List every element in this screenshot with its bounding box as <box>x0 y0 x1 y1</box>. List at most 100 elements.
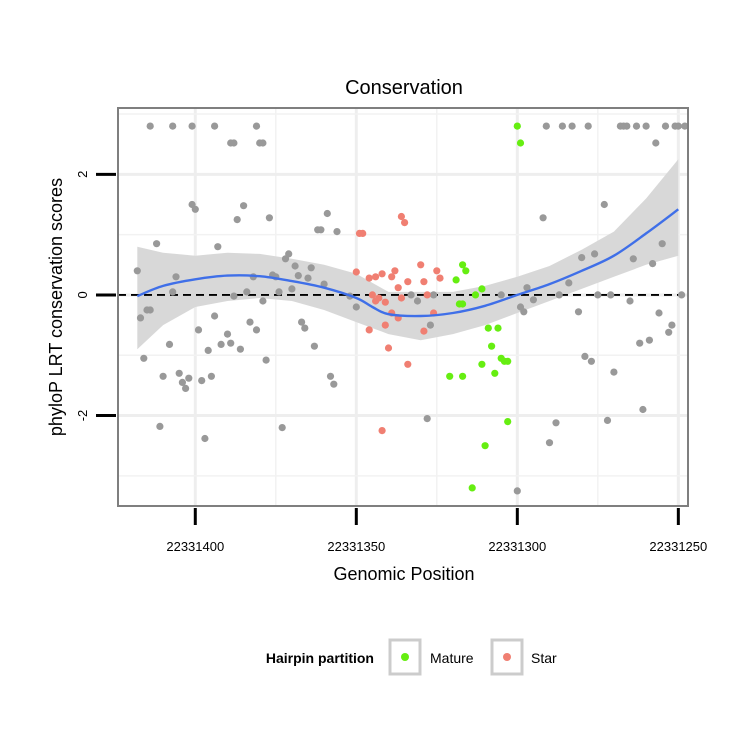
data-point-star <box>372 297 380 305</box>
data-point-other <box>645 336 654 344</box>
legend-label-mature: Mature <box>430 650 474 666</box>
data-point-other <box>214 243 222 251</box>
smooth-fit-line <box>136 208 680 318</box>
data-point-other <box>352 303 360 311</box>
data-point-other <box>243 288 251 296</box>
data-point-other <box>246 318 254 326</box>
y-tick-label: -2 <box>75 410 90 422</box>
data-point-star <box>417 261 425 269</box>
data-point-other <box>665 328 673 336</box>
data-point-other <box>603 416 612 424</box>
x-axis-label: Genomic Position <box>333 564 474 584</box>
data-point-other <box>678 291 686 299</box>
data-point-star <box>372 273 380 281</box>
data-point-other <box>159 372 167 380</box>
data-point-other <box>333 228 341 236</box>
data-point-mature <box>459 300 467 308</box>
data-point-other <box>652 139 660 147</box>
data-point-other <box>600 200 608 209</box>
data-point-other <box>240 202 248 210</box>
data-point-other <box>153 240 161 248</box>
y-tick-label: 0 <box>75 291 90 298</box>
data-point-other <box>539 214 547 222</box>
legend: Hairpin partition Mature Star <box>266 638 557 676</box>
data-point-star <box>381 298 389 306</box>
y-tick-label: 2 <box>75 171 90 178</box>
data-point-mature <box>462 267 470 275</box>
data-point-other <box>307 264 315 272</box>
data-point-other <box>182 384 190 392</box>
data-point-other <box>426 321 434 329</box>
data-point-other <box>668 321 676 329</box>
data-point-star <box>433 267 441 275</box>
data-point-other <box>520 308 528 316</box>
data-point-other <box>275 288 283 296</box>
data-point-other <box>265 214 273 222</box>
data-point-other <box>558 122 567 130</box>
data-point-mature <box>491 369 499 377</box>
data-point-other <box>632 122 641 130</box>
data-point-other <box>133 267 141 275</box>
data-point-other <box>178 378 186 386</box>
confidence-band-area <box>137 159 679 350</box>
data-point-mature <box>471 291 480 299</box>
data-point-other <box>304 274 312 282</box>
data-point-star <box>378 427 386 435</box>
data-point-mature <box>478 285 486 293</box>
data-point-other <box>252 326 261 334</box>
data-point-other <box>169 122 177 130</box>
data-point-mature <box>504 418 512 426</box>
data-point-other <box>201 434 209 443</box>
data-point-other <box>529 296 538 304</box>
data-point-other <box>658 240 666 248</box>
data-point-mature <box>484 324 492 332</box>
data-point-other <box>587 357 596 365</box>
data-point-other <box>223 330 232 338</box>
data-point-other <box>430 291 438 299</box>
data-point-other <box>568 122 576 130</box>
axes: 22331400 22331350 22331300 22331250 -2 0 2 <box>75 171 707 554</box>
data-point-other <box>185 374 193 382</box>
data-point-other <box>545 439 554 447</box>
data-point-other <box>639 405 647 414</box>
data-point-other <box>552 419 560 427</box>
data-point-other <box>655 309 663 317</box>
data-point-other <box>523 284 531 292</box>
plot-area <box>117 107 689 507</box>
data-point-star <box>401 219 409 227</box>
data-point-other <box>146 122 154 130</box>
legend-marker-star <box>503 653 511 661</box>
data-point-other <box>320 280 328 288</box>
data-point-other <box>207 372 215 380</box>
data-point-other <box>607 291 615 299</box>
data-point-other <box>175 369 183 377</box>
data-point-other <box>584 122 592 130</box>
data-point-other <box>198 377 206 385</box>
data-point-mature <box>513 122 521 130</box>
data-point-other <box>594 291 602 299</box>
data-point-other <box>227 339 235 347</box>
data-point-other <box>610 368 618 376</box>
data-point-other <box>211 312 219 320</box>
data-point-other <box>649 260 657 268</box>
data-point-other <box>233 216 241 224</box>
data-point-mature <box>468 484 476 492</box>
legend-marker-mature <box>401 653 409 661</box>
grid-lines <box>118 108 688 506</box>
data-point-other <box>330 380 338 388</box>
data-point-other <box>565 279 573 287</box>
data-point-other <box>188 122 196 130</box>
data-point-star <box>397 294 405 302</box>
x-tick-label: 22331350 <box>327 539 385 554</box>
data-point-mature <box>516 139 525 147</box>
x-tick-label: 22331300 <box>488 539 546 554</box>
data-point-star <box>420 327 428 335</box>
chart-title: Conservation <box>345 77 463 99</box>
data-point-star <box>404 278 412 286</box>
data-point-other <box>326 372 335 380</box>
data-point-star <box>423 291 431 299</box>
data-point-other <box>629 255 637 263</box>
data-point-other <box>413 297 422 305</box>
data-point-other <box>513 487 521 495</box>
